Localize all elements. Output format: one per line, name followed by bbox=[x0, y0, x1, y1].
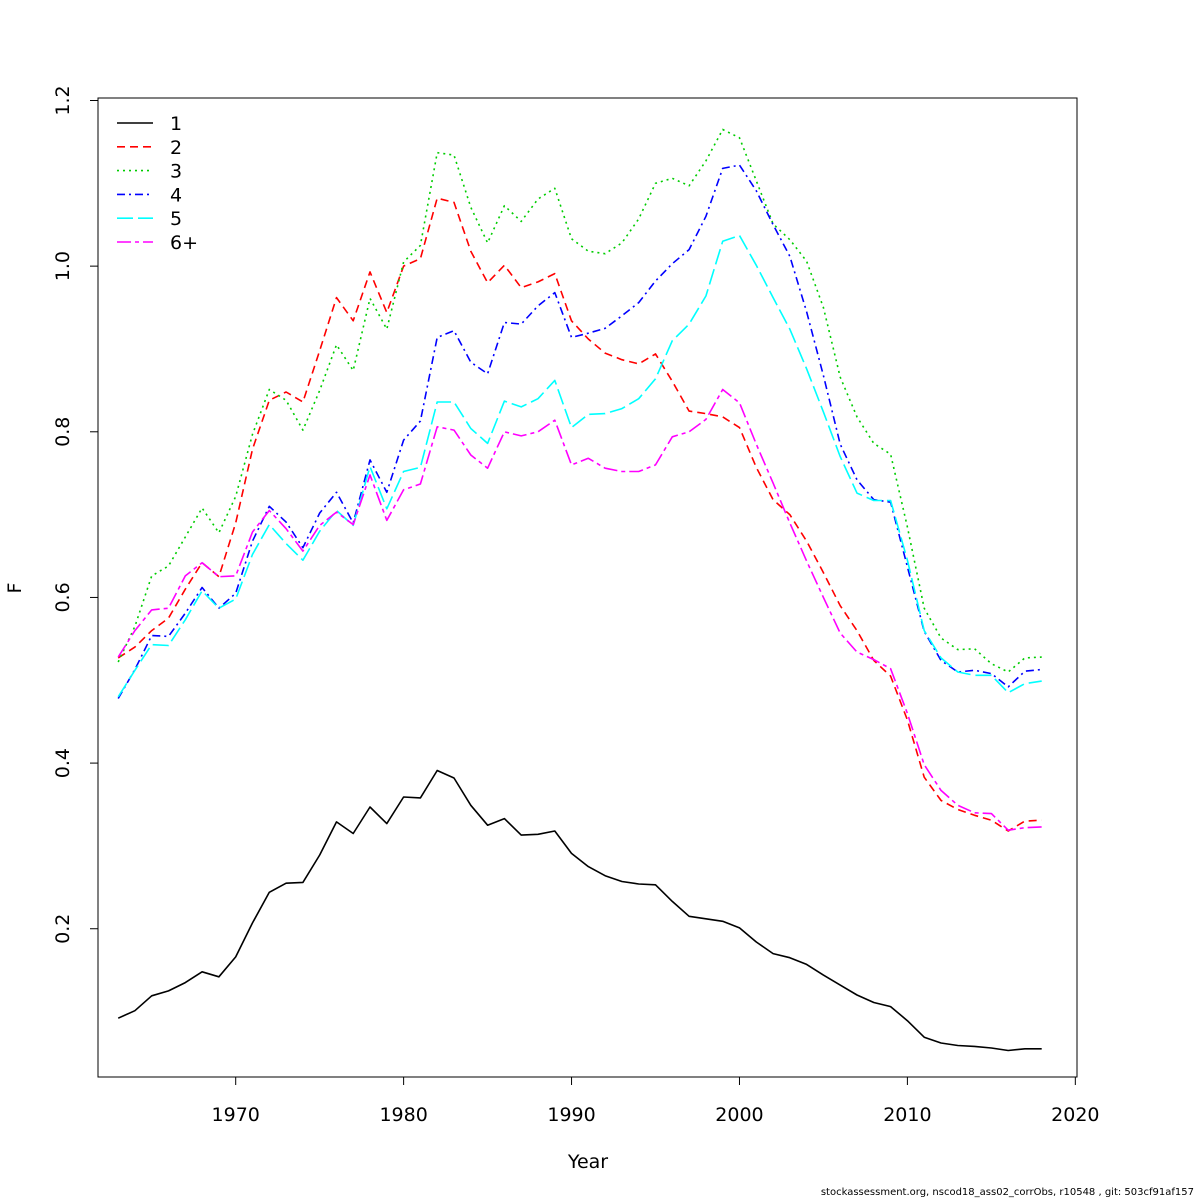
x-tick-label: 2020 bbox=[1051, 1104, 1099, 1126]
x-tick-label: 1980 bbox=[379, 1104, 427, 1126]
x-tick-label: 2010 bbox=[883, 1104, 931, 1126]
x-axis: 1970 1980 1990 2000 2010 2020 bbox=[212, 1076, 1100, 1126]
x-tick-label: 2000 bbox=[715, 1104, 763, 1126]
y-tick-label: 1.0 bbox=[52, 251, 74, 281]
x-tick-label: 1970 bbox=[212, 1104, 260, 1126]
x-tick-label: 1990 bbox=[547, 1104, 595, 1126]
x-axis-title: Year bbox=[567, 1151, 608, 1173]
series-line-6 bbox=[117, 388, 1042, 832]
legend-label: 2 bbox=[170, 137, 182, 159]
legend-label: 4 bbox=[170, 184, 182, 206]
y-axis-title: F bbox=[4, 583, 26, 594]
legend-label: 3 bbox=[170, 161, 182, 183]
series-line-4 bbox=[117, 164, 1042, 699]
footer-source-text: stockassessment.org, nscod18_ass02_corrO… bbox=[820, 1187, 1194, 1198]
plot-frame bbox=[97, 97, 1078, 1078]
series-line-2 bbox=[117, 197, 1042, 832]
y-tick-label: 0.2 bbox=[52, 914, 74, 944]
y-axis: 0.2 0.4 0.6 0.8 1.0 1.2 bbox=[52, 85, 99, 944]
y-tick-label: 1.2 bbox=[52, 85, 74, 115]
series-line-5 bbox=[117, 234, 1042, 698]
y-tick-label: 0.8 bbox=[52, 417, 74, 447]
series-lines bbox=[117, 128, 1042, 1052]
legend-label: 5 bbox=[170, 208, 182, 230]
legend-label: 1 bbox=[170, 113, 182, 135]
y-tick-label: 0.4 bbox=[52, 748, 74, 778]
series-line-1 bbox=[117, 769, 1042, 1052]
y-tick-label: 0.6 bbox=[52, 582, 74, 612]
series-line-3 bbox=[117, 128, 1042, 673]
legend-label: 6+ bbox=[170, 232, 198, 254]
